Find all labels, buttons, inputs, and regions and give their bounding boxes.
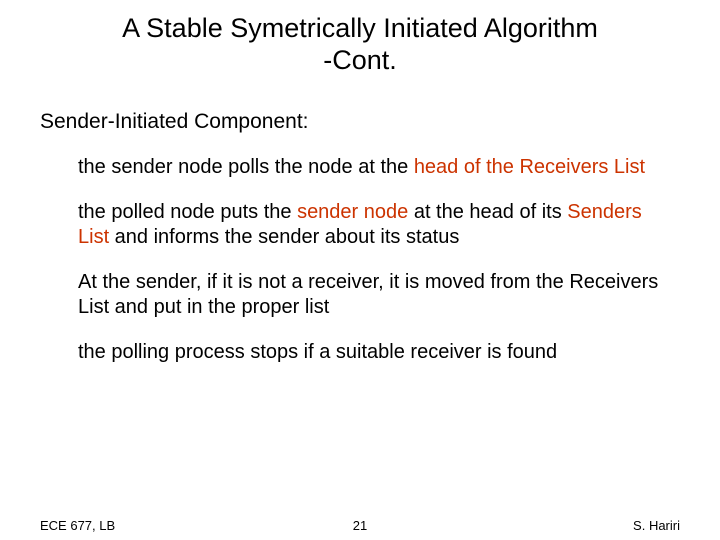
p2-text-3: and informs the sender about its status <box>109 226 459 248</box>
paragraph-1: the sender node polls the node at the he… <box>78 155 670 180</box>
paragraph-2: the polled node puts the sender node at … <box>78 200 670 250</box>
slide: A Stable Symetrically Initiated Algorith… <box>0 0 720 540</box>
p3-text-1: At the sender, if it is not a receiver, … <box>78 271 658 318</box>
slide-title: A Stable Symetrically Initiated Algorith… <box>40 12 680 77</box>
paragraph-4: the polling process stops if a suitable … <box>78 340 670 365</box>
title-line-1: A Stable Symetrically Initiated Algorith… <box>122 13 598 43</box>
footer-page-number: 21 <box>40 518 680 533</box>
section-subtitle: Sender-Initiated Component: <box>40 110 309 134</box>
title-line-2: -Cont. <box>323 45 397 75</box>
paragraph-3: At the sender, if it is not a receiver, … <box>78 270 670 320</box>
footer-author: S. Hariri <box>633 518 680 533</box>
p2-text-2: at the head of its <box>408 201 567 223</box>
p2-highlight-1: sender node <box>297 201 408 223</box>
p2-text-1: the polled node puts the <box>78 201 297 223</box>
p1-highlight-1: head of the Receivers List <box>414 156 645 178</box>
p4-text-1: the polling process stops if a suitable … <box>78 341 557 363</box>
body-content: the sender node polls the node at the he… <box>78 155 670 385</box>
p1-text-1: the sender node polls the node at the <box>78 156 414 178</box>
